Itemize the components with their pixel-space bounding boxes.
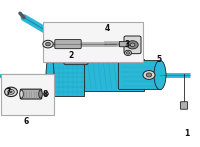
Text: 3: 3	[124, 40, 130, 49]
Circle shape	[143, 71, 155, 79]
Circle shape	[43, 40, 53, 48]
Circle shape	[45, 93, 47, 95]
FancyBboxPatch shape	[55, 40, 81, 49]
Text: 6: 6	[23, 117, 29, 126]
Text: 2: 2	[68, 51, 74, 60]
Text: 8: 8	[42, 90, 48, 99]
Ellipse shape	[154, 60, 166, 90]
Circle shape	[10, 91, 12, 93]
FancyBboxPatch shape	[64, 47, 88, 65]
FancyBboxPatch shape	[180, 102, 188, 109]
Circle shape	[8, 90, 14, 94]
Circle shape	[44, 92, 48, 96]
Text: 4: 4	[104, 24, 110, 33]
Circle shape	[130, 43, 135, 47]
Circle shape	[127, 41, 138, 49]
Text: 1: 1	[184, 128, 190, 138]
Ellipse shape	[20, 90, 23, 98]
Circle shape	[126, 52, 130, 54]
Polygon shape	[50, 56, 84, 96]
FancyBboxPatch shape	[118, 61, 162, 89]
Polygon shape	[50, 59, 144, 91]
FancyBboxPatch shape	[124, 36, 141, 54]
Ellipse shape	[46, 56, 54, 96]
FancyBboxPatch shape	[1, 74, 54, 115]
Circle shape	[46, 42, 50, 46]
Circle shape	[5, 87, 17, 97]
Circle shape	[124, 50, 132, 56]
FancyBboxPatch shape	[20, 89, 42, 99]
Ellipse shape	[39, 90, 42, 98]
Text: 7: 7	[5, 88, 11, 97]
Circle shape	[146, 73, 152, 77]
FancyBboxPatch shape	[119, 41, 128, 47]
Text: 5: 5	[156, 55, 162, 64]
FancyBboxPatch shape	[43, 22, 143, 62]
